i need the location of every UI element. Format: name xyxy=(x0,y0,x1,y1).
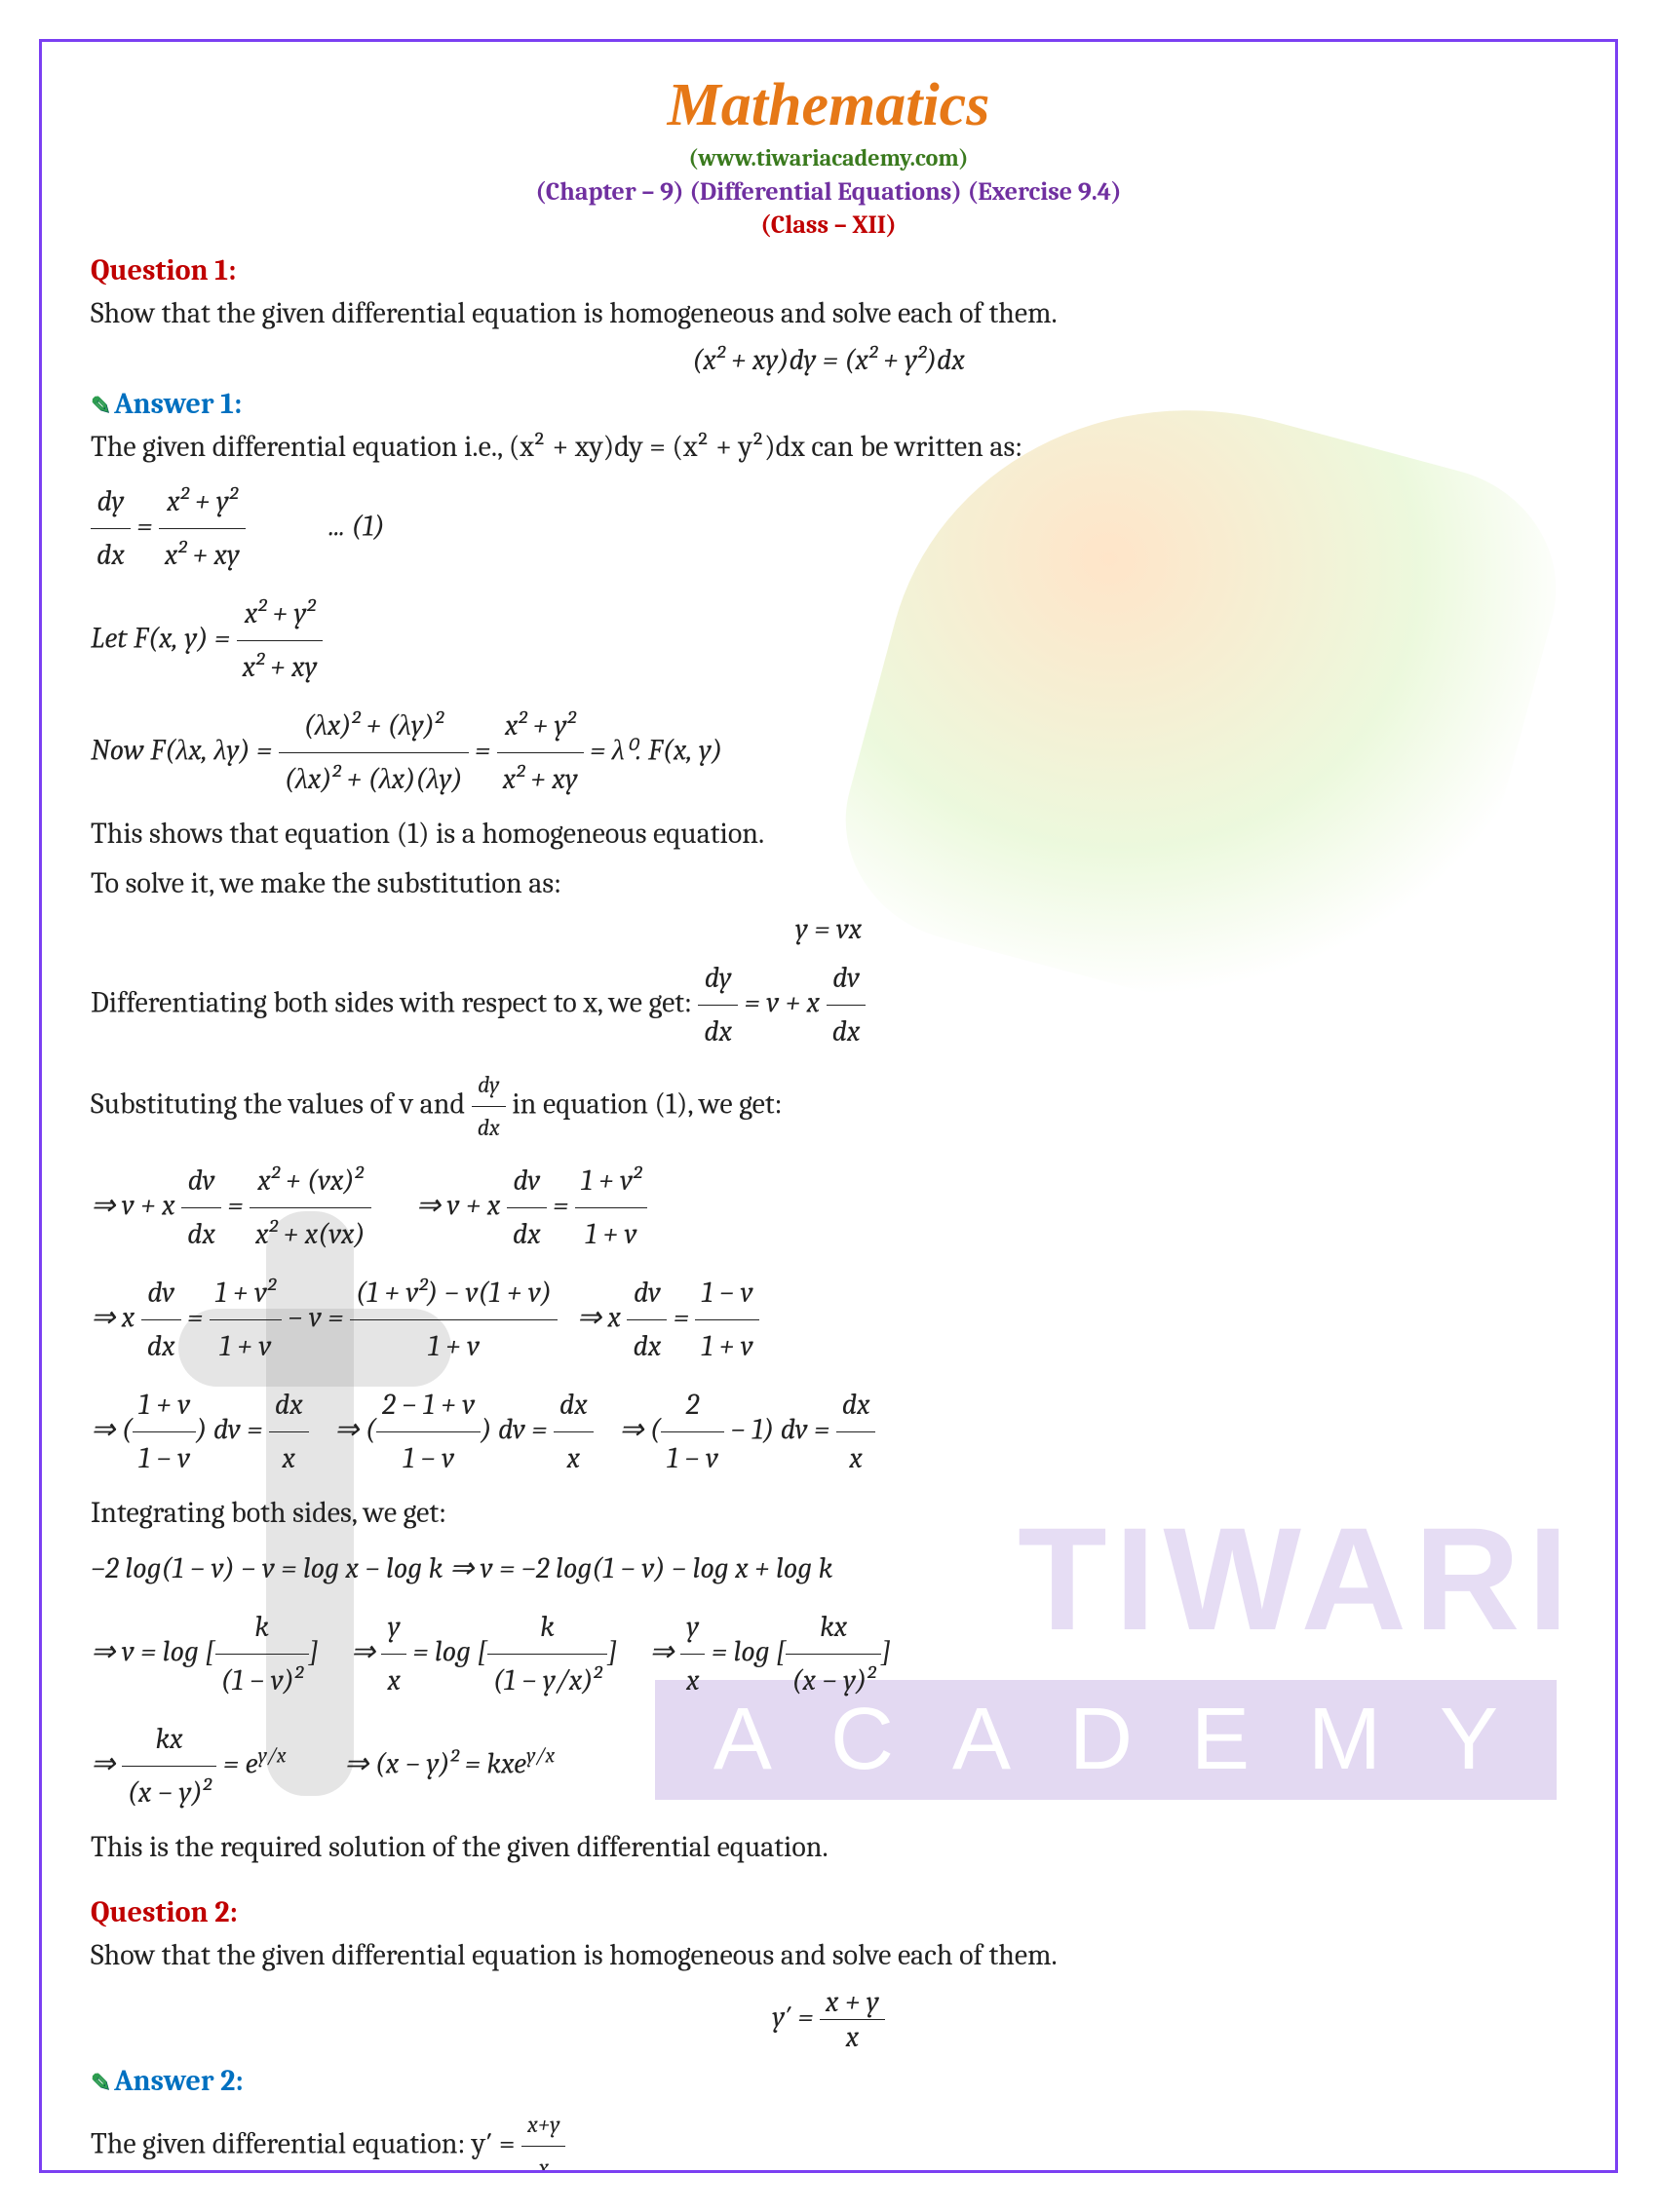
q1-step2: ⇒ x dvdx = 1 + v²1 + v − v = (1 + v²) − … xyxy=(91,1267,1566,1373)
content-area: Mathematics (www.tiwariacademy.com) (Cha… xyxy=(91,71,1566,2173)
eq-num: 1 + v² xyxy=(210,1267,282,1320)
eq-tag: ... (1) xyxy=(329,510,385,544)
eq-num: x² + (vx)² xyxy=(250,1155,370,1208)
eq-num: x + y xyxy=(820,1985,885,2020)
eq-num: kx xyxy=(786,1601,881,1655)
q2-intro: The given differential equation: y′ = x+… xyxy=(91,2104,1566,2173)
eq-num: x² + y² xyxy=(159,476,246,529)
answer-1-heading: Answer 1: xyxy=(91,387,1566,421)
q1-intro: The given differential equation i.e., (x… xyxy=(91,425,1566,471)
chapter-heading: (Chapter – 9) (Differential Equations) (… xyxy=(91,177,1566,207)
eq-den: (1 − y/x)² xyxy=(487,1655,607,1707)
q2-prompt: Show that the given differential equatio… xyxy=(91,1933,1566,1979)
eq-den: (x − y)² xyxy=(122,1767,217,1819)
eq-num: x+y xyxy=(521,2104,565,2147)
page: TIWARI ACADEMY Mathematics (www.tiwariac… xyxy=(0,0,1657,2212)
eq-den: x² + x(vx) xyxy=(250,1208,370,1261)
eq-den: dx xyxy=(698,1006,738,1058)
answer-2-heading: Answer 2: xyxy=(91,2064,1566,2098)
eq-den: dx xyxy=(472,1107,506,1149)
eq-num: x² + y² xyxy=(237,588,324,641)
eq-den: 1 + v xyxy=(575,1208,647,1261)
eq-den: 1 + v xyxy=(210,1320,282,1373)
eq-num: k xyxy=(215,1601,309,1655)
eq-den: 1 + v xyxy=(695,1320,758,1373)
q1-substitution: y = vx xyxy=(91,912,1566,946)
q1-integrating: Integrating both sides, we get: xyxy=(91,1491,1566,1537)
q1-prompt: Show that the given differential equatio… xyxy=(91,291,1566,337)
eq-den: 1 + v xyxy=(350,1320,558,1373)
q1-solve-pre: To solve it, we make the substitution as… xyxy=(91,861,1566,907)
eq-den: 1 − v xyxy=(376,1432,481,1485)
q1-result-row2: ⇒ kx(x − y)² = ey/x ⇒ (x − y)² = kxey/x xyxy=(91,1713,1566,1819)
eq-text: = v + x xyxy=(745,986,827,1020)
eq-num: k xyxy=(487,1601,607,1655)
page-title: Mathematics xyxy=(91,71,1566,140)
q1-now: Now F(λx, λy) = (λx)² + (λy)²(λx)² + (λx… xyxy=(91,700,1566,806)
eq-den: (λx)² + (λx)(λy) xyxy=(279,753,469,806)
eq-num: 1 + v² xyxy=(575,1155,647,1208)
eq-den: (x − y)² xyxy=(786,1655,881,1707)
eq-num: (λx)² + (λy)² xyxy=(279,700,469,753)
eq-num: kx xyxy=(122,1713,217,1767)
eq-den: x xyxy=(521,2147,565,2173)
eq-den: x xyxy=(820,2020,885,2054)
eq-num: 1 − v xyxy=(695,1267,758,1320)
q1-subst-line: Substituting the values of v and dydx in… xyxy=(91,1064,1566,1149)
eq-num: dy xyxy=(698,952,738,1006)
question-1-heading: Question 1: xyxy=(91,253,1566,287)
eq-num: (1 + v²) − v(1 + v) xyxy=(350,1267,558,1320)
q2-equation: y′ = x + yx xyxy=(91,1985,1566,2054)
eq-den: dx xyxy=(91,529,131,582)
eq-num: dv xyxy=(827,952,867,1006)
content-border: TIWARI ACADEMY Mathematics (www.tiwariac… xyxy=(39,39,1618,2173)
class-label: (Class – XII) xyxy=(91,210,1566,240)
eq-text: The given differential equation: y′ = xyxy=(91,2127,521,2161)
q1-final: This is the required solution of the giv… xyxy=(91,1825,1566,1871)
eq-num: 2 − 1 + v xyxy=(376,1379,481,1432)
eq-den: x² + xy xyxy=(237,641,324,694)
q1-let: Let F(x, y) = x² + y²x² + xy xyxy=(91,588,1566,694)
eq-den: (1 − v)² xyxy=(215,1655,309,1707)
q1-equation: (x² + xy)dy = (x² + y²)dx xyxy=(91,343,1566,377)
eq-text: Let F(x, y) = xyxy=(91,622,237,656)
q1-eq1: dydx = x² + y²x² + xy ... (1) xyxy=(91,476,1566,582)
eq-den: 1 − v xyxy=(133,1432,196,1485)
eq-den: dx xyxy=(827,1006,867,1058)
eq-den: 1 − v xyxy=(661,1432,724,1485)
eq-text: Substituting the values of v and xyxy=(91,1087,472,1122)
eq-num: dy xyxy=(91,476,131,529)
eq-text: in equation (1), we get: xyxy=(512,1087,782,1122)
q1-int1: −2 log(1 − v) − v = log x − log k ⇒ v = … xyxy=(91,1543,1566,1595)
q1-step1: ⇒ v + x dvdx = x² + (vx)²x² + x(vx) ⇒ v … xyxy=(91,1155,1566,1261)
question-2-heading: Question 2: xyxy=(91,1895,1566,1929)
q1-homogeneous: This shows that equation (1) is a homoge… xyxy=(91,812,1566,858)
q1-diff-line: Differentiating both sides with respect … xyxy=(91,952,1566,1058)
eq-den: x² + xy xyxy=(159,529,246,582)
q1-result-row1: ⇒ v = log [k(1 − v)²] ⇒ yx = log [k(1 − … xyxy=(91,1601,1566,1707)
website-url: (www.tiwariacademy.com) xyxy=(91,144,1566,172)
eq-num: dy xyxy=(472,1064,506,1107)
eq-num: x² + y² xyxy=(497,700,584,753)
eq-text: = λ⁰. F(x, y) xyxy=(590,734,722,768)
eq-num: 2 xyxy=(661,1379,724,1432)
eq-text: Differentiating both sides with respect … xyxy=(91,986,698,1020)
eq-den: x² + xy xyxy=(497,753,584,806)
q1-step3: ⇒ (1 + v1 − v) dv = dxx ⇒ (2 − 1 + v1 − … xyxy=(91,1379,1566,1485)
eq-num: 1 + v xyxy=(133,1379,196,1432)
eq-text: Now F(λx, λy) = xyxy=(91,734,279,768)
